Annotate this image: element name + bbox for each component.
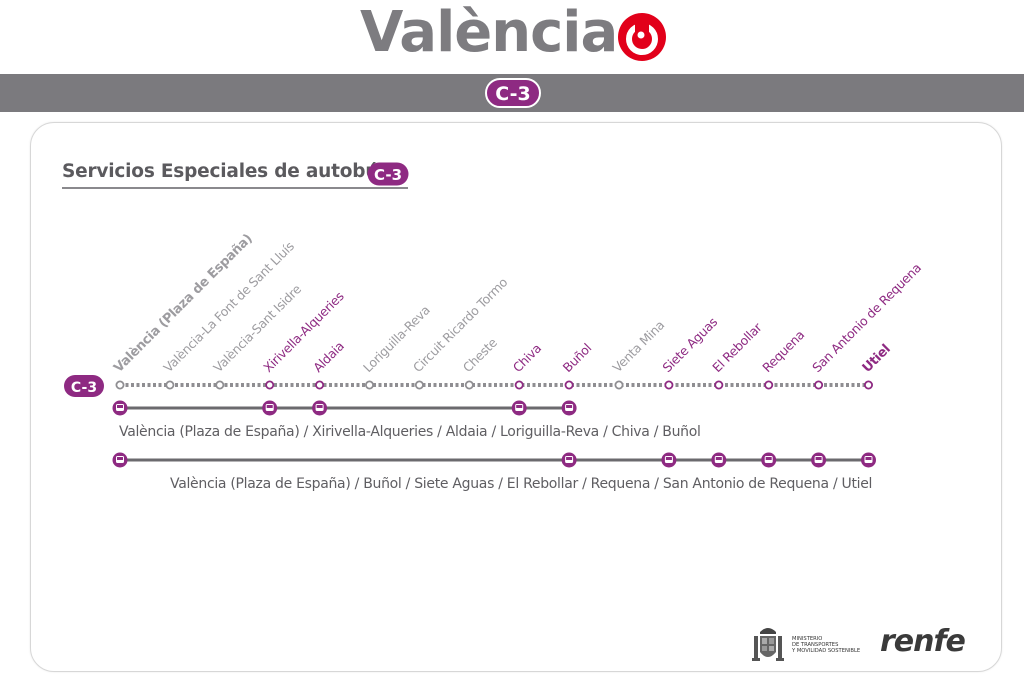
bus-window <box>815 457 822 460</box>
line-start-badge-text: C-3 <box>71 380 97 396</box>
station-label: El Rebollar <box>709 319 765 375</box>
line-badge-text: C-3 <box>495 83 531 105</box>
station-label: Cheste <box>460 335 500 375</box>
station-dot <box>514 380 524 390</box>
station-label: Chiva <box>510 341 544 375</box>
bus-route-label: València (Plaza de España) / Xirivella-A… <box>119 424 701 440</box>
bus-window <box>316 405 323 408</box>
section-line-badge: C-3 <box>367 162 409 186</box>
bus-window <box>117 405 123 408</box>
content-panel <box>30 122 1002 672</box>
station-dot <box>364 380 374 390</box>
station-dot <box>414 380 424 390</box>
station-dot <box>864 380 874 390</box>
ministry-line: Y MOVILIDAD SOSTENIBLE <box>792 648 861 654</box>
station-dot <box>764 380 774 390</box>
bus-window <box>566 457 573 460</box>
station-dot <box>714 380 724 390</box>
station-label: Requena <box>759 327 807 375</box>
line-badge: C-3 <box>485 78 541 108</box>
station-dot <box>814 380 824 390</box>
section-line-badge-text: C-3 <box>374 166 402 184</box>
bus-window <box>117 457 123 460</box>
section-title: Servicios Especiales de autobús <box>62 161 390 182</box>
ministry-text: MINISTERIO DE TRANSPORTES Y MOVILIDAD SO… <box>792 636 882 654</box>
ministry-line: DE TRANSPORTES <box>792 642 839 648</box>
station-dot <box>165 380 175 390</box>
station-dot <box>564 380 574 390</box>
bus-window <box>765 457 772 460</box>
station-label: Circuit Ricardo Tormo <box>410 275 510 375</box>
section-underline <box>62 187 408 189</box>
bus-window <box>516 405 523 408</box>
station-dot <box>664 380 674 390</box>
bus-window <box>566 405 573 408</box>
cercanias-logo-icon <box>618 13 666 61</box>
line-start-badge <box>64 375 104 397</box>
station-label: València-Sant Isidre <box>210 281 304 375</box>
station-dot <box>464 380 474 390</box>
station-dot <box>265 380 275 390</box>
bus-window <box>865 457 872 460</box>
station-label: Aldaia <box>310 338 347 375</box>
renfe-logo: renfe <box>880 624 966 659</box>
station-label: Buñol <box>560 340 595 375</box>
station-label: Utiel <box>860 342 894 376</box>
city-title: València <box>360 0 618 65</box>
station-dot <box>115 380 125 390</box>
bus-route-label: València (Plaza de España) / Buñol / Sie… <box>170 476 872 492</box>
bus-window <box>665 457 672 460</box>
coat-of-arms-icon <box>752 628 784 661</box>
ministry-line: MINISTERIO <box>792 636 823 642</box>
bus-window <box>266 405 273 408</box>
bus-window <box>715 457 722 460</box>
station-label: Venta Mina <box>610 317 668 375</box>
station-dot <box>614 380 624 390</box>
station-dot <box>315 380 325 390</box>
station-dot <box>215 380 225 390</box>
